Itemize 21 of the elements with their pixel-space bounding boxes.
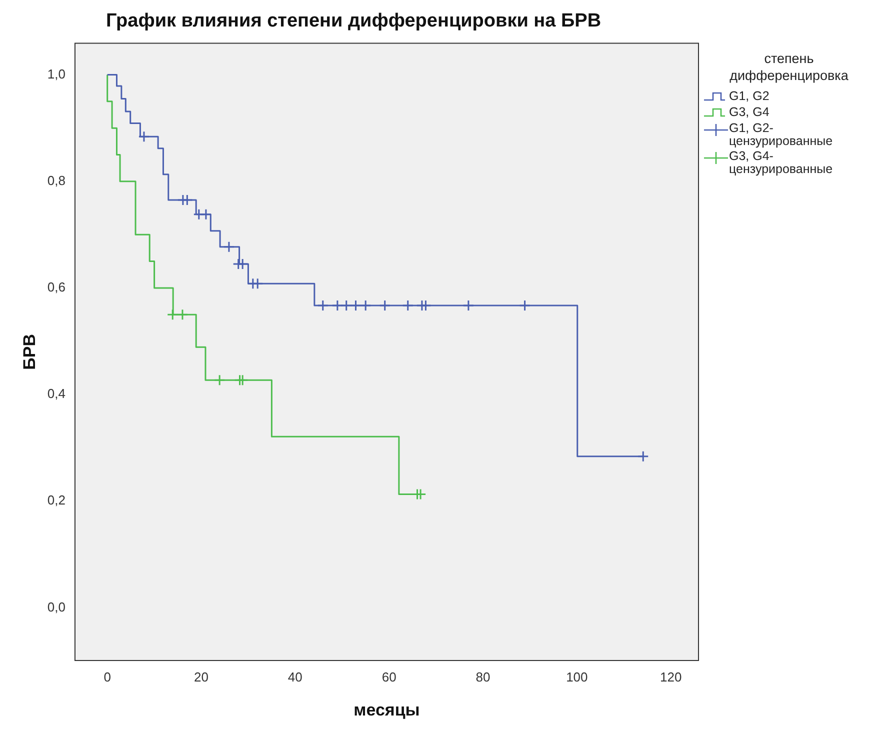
y-tick-label: 0,0 — [47, 599, 66, 614]
x-tick-label: 120 — [660, 669, 682, 684]
x-tick-label: 80 — [476, 669, 490, 684]
legend-label: G3, G4-цензурированные — [729, 149, 834, 176]
chart-title: График влияния степени дифференцировки на БРВ — [106, 10, 602, 32]
y-tick-label: 1,0 — [47, 66, 66, 82]
y-tick-label: 0,2 — [47, 492, 66, 508]
legend-label: G1, G2-цензурированные — [729, 121, 834, 148]
x-tick-label: 20 — [194, 669, 208, 684]
y-tick-label: 0,8 — [47, 172, 66, 188]
legend-label: G1, G2 — [729, 89, 770, 103]
x-tick-label: 0 — [104, 669, 111, 684]
x-tick-label: 40 — [288, 669, 302, 684]
legend-title: степень дифференцировка — [728, 50, 850, 84]
x-axis-title: месяцы — [354, 700, 420, 720]
x-tick-label: 100 — [566, 669, 588, 684]
y-axis-title: БРВ — [20, 334, 39, 370]
y-tick-label: 0,6 — [47, 280, 66, 295]
legend-label: G3, G4 — [729, 105, 770, 119]
x-tick-label: 60 — [382, 669, 396, 684]
y-tick-label: 0,4 — [47, 386, 66, 402]
